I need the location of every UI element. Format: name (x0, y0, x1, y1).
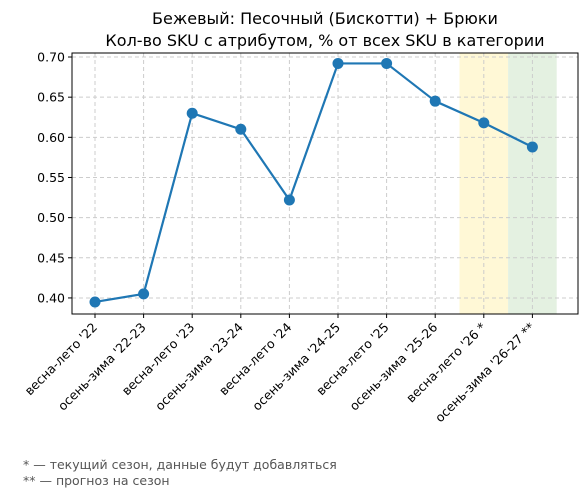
data-point-0 (89, 296, 101, 308)
highlight-band-1 (508, 53, 557, 314)
x-tick-label-9: осень-зима '26-27 ** (432, 320, 538, 426)
plot-frame (71, 52, 579, 315)
x-tick-label-7: осень-зима '25-26 (346, 319, 440, 413)
data-point-1 (138, 288, 150, 300)
highlight-bands (459, 53, 557, 314)
footnote-forecast: ** — прогноз на сезон (23, 473, 170, 488)
data-point-4 (283, 194, 295, 206)
y-tick-label-0: 0.40 (37, 290, 65, 305)
series-group (89, 57, 538, 308)
y-tick-label-4: 0.60 (37, 130, 65, 145)
x-tick-label-3: осень-зима '23-24 (152, 319, 246, 413)
y-tick-label-3: 0.55 (37, 170, 65, 185)
y-axis: 0.40 0.45 0.50 0.55 0.60 0.65 0.70 (37, 50, 72, 305)
y-tick-label-1: 0.45 (37, 250, 65, 265)
chart-title: Бежевый: Песочный (Бискотти) + Брюки (152, 9, 498, 28)
data-point-8 (478, 117, 490, 129)
y-tick-label-6: 0.70 (37, 50, 65, 65)
chart-subtitle: Кол-во SKU с атрибутом, % от всех SKU в … (105, 31, 544, 50)
data-point-6 (381, 57, 393, 69)
highlight-band-0 (459, 53, 509, 314)
data-point-5 (332, 57, 344, 69)
x-tick-label-1: осень-зима '22-23 (55, 320, 149, 414)
data-point-7 (429, 95, 441, 107)
series-line-0 (94, 62, 533, 304)
footnote-current-season: * — текущий сезон, данные будут добавлят… (23, 457, 337, 472)
data-point-2 (186, 107, 198, 119)
y-tick-label-2: 0.50 (37, 210, 65, 225)
x-tick-label-5: осень-зима '24-25 (249, 320, 343, 414)
y-tick-label-5: 0.65 (37, 90, 65, 105)
data-point-3 (235, 123, 247, 135)
data-point-9 (526, 141, 538, 153)
